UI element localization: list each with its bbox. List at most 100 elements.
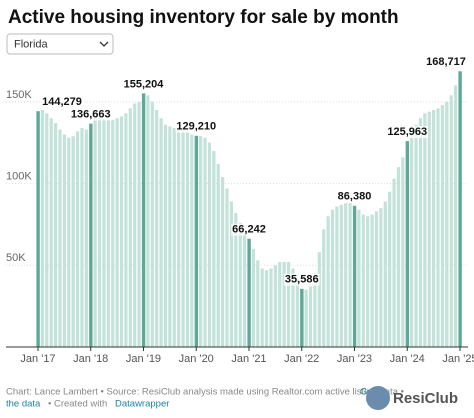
bar [150,101,154,347]
x-tick-label: Jan '19 [126,353,161,365]
bar [80,128,84,347]
bar [392,178,396,347]
x-tick-label: Jan '25 [442,353,474,365]
bar [194,135,199,347]
bar [418,118,423,347]
bar [133,103,137,348]
bar [141,93,146,347]
data-label: 136,663 [71,109,111,121]
bar [128,108,132,347]
bar [163,124,168,347]
bar [89,123,93,347]
bar [357,209,361,347]
bar [330,209,335,347]
bar [45,113,49,347]
data-label-bg [41,96,83,109]
y-tick-label: 50K [6,252,26,264]
bar [119,116,124,348]
bar [269,268,273,347]
bar [295,278,299,347]
bar [124,113,128,347]
data-label: 35,586 [285,274,319,286]
bar [278,262,282,347]
dropdown[interactable]: Florida [6,33,114,55]
bar [190,134,194,347]
bar [216,163,220,347]
bar [273,265,277,347]
x-tick-label: Jan '23 [337,353,372,365]
bar [264,270,269,347]
footer-created: • Created with [48,399,107,410]
bar [225,188,229,347]
bar [352,205,357,347]
bar [286,262,291,347]
footer-link[interactable]: the data [6,399,41,410]
bar [291,268,295,347]
bar [383,201,387,347]
bar [93,118,97,347]
bar [221,177,225,347]
bar [234,212,238,347]
bar [203,137,207,347]
bar [155,110,159,348]
bar [62,134,66,347]
data-label: 155,204 [124,78,165,90]
bar [106,119,110,347]
dropdown-box[interactable] [6,33,114,55]
y-tick-label: 100K [6,170,32,182]
bar [229,201,234,347]
x-tick-label: Jan '22 [284,353,319,365]
bar [115,118,119,347]
bar [440,105,445,347]
data-label-bg [336,190,373,203]
bar [366,216,370,347]
chart-title: Active housing inventory for sale by mon… [8,7,399,28]
bar [207,142,212,347]
bar [432,110,436,348]
bar [344,203,348,347]
bar [243,232,247,347]
bar [348,203,352,347]
dropdown-arrow[interactable] [99,41,109,47]
data-label: 144,279 [42,96,82,108]
bar [49,118,53,347]
logo: ResiClub [393,390,458,407]
data-label: 129,210 [176,121,216,133]
logo-icon [366,386,390,410]
bar [361,214,365,347]
bar [260,268,264,347]
bar [168,126,172,347]
bar [423,113,427,347]
x-tick-label: Jan '24 [390,353,425,365]
bar [282,262,286,347]
bar [40,110,44,348]
bar [247,238,251,347]
bar [102,118,106,347]
data-label: 66,242 [232,224,266,236]
bar [388,191,392,347]
bar [410,131,414,347]
footer-credit: Chart: Lance Lambert • Source: ResiClub … [6,387,404,398]
footer-link[interactable]: Datawrapper [115,399,169,410]
bar [199,136,203,347]
bar [159,118,163,347]
dropdown-label[interactable]: Florida [14,38,49,50]
y-tick-label: 150K [6,89,32,101]
bar [326,216,330,347]
bar [374,211,379,347]
data-label-bg [231,223,267,236]
bar [454,85,458,347]
bar [75,131,80,347]
bar [396,167,401,347]
data-label-bg [386,126,429,139]
bar [304,289,308,347]
bar [449,95,453,347]
bar [414,124,418,347]
bar [67,137,71,347]
bar [436,108,440,347]
bar [172,128,176,347]
bar [427,111,431,347]
bar [146,95,150,347]
bar [458,71,462,347]
